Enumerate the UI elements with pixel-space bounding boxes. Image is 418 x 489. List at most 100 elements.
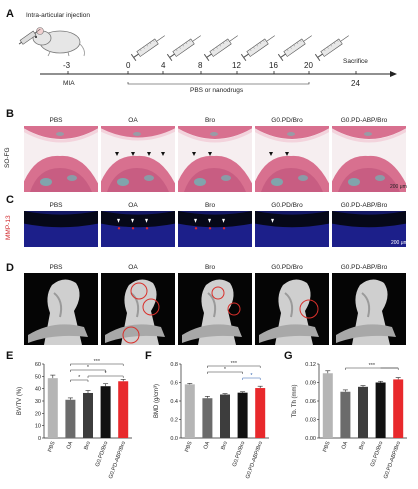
- bar: [65, 399, 76, 438]
- panel-letter-e: E: [6, 350, 14, 362]
- mmp-image: [178, 211, 252, 247]
- col-label: G0.PD-ABP/Bro: [340, 117, 388, 124]
- panel-letter-b: B: [6, 108, 14, 120]
- row-label-mmp: MMP-13: [5, 215, 12, 240]
- syringe-icon: [203, 35, 238, 62]
- y-axis-label: BMD (g/cm³): [154, 384, 160, 418]
- y-tick-label: 0.2: [170, 418, 178, 424]
- y-tick-label: 30: [35, 399, 41, 405]
- scale-bar-sofg: 200 μm: [390, 184, 407, 190]
- bar: [220, 394, 230, 438]
- x-tick-label: G0.PD/Bro: [95, 441, 110, 468]
- bar: [184, 384, 195, 438]
- col-label: G0.PD-ABP/Bro: [340, 202, 388, 209]
- y-tick-label: 40: [35, 387, 41, 393]
- x-tick-label: Bro: [220, 441, 229, 451]
- day-8: 8: [198, 61, 203, 70]
- x-tick-label: G0.PD/Bro: [232, 441, 247, 468]
- y-tick-label: 60: [35, 362, 41, 368]
- ct-image: [101, 273, 175, 345]
- bar: [322, 373, 333, 438]
- panel-letter-a: A: [6, 8, 14, 20]
- sofg-image: [178, 126, 252, 192]
- significance-label: *: [78, 375, 81, 381]
- day-mia: -3: [63, 61, 71, 70]
- y-tick-label: 0.6: [170, 381, 178, 387]
- day-12: 12: [232, 61, 241, 70]
- panel-letter-d: D: [6, 262, 14, 274]
- mmp-image: [255, 211, 329, 247]
- y-tick-label: 0.00: [305, 436, 316, 442]
- x-tick-label: Bro: [83, 441, 92, 451]
- significance-label: *: [250, 373, 253, 379]
- bar: [393, 379, 404, 438]
- y-axis-label: BV/TV (%): [17, 387, 23, 415]
- syringe-icon: [314, 35, 349, 62]
- bar: [358, 386, 368, 438]
- bar: [375, 382, 386, 438]
- mia-label: MIA: [63, 80, 75, 87]
- y-tick-label: 0: [38, 436, 41, 442]
- bar: [340, 391, 351, 438]
- y-tick-label: 0.8: [170, 362, 178, 368]
- col-label: Bro: [204, 202, 216, 209]
- x-tick-label: G0.PD-ABP/Bro: [245, 441, 264, 480]
- ct-image: [24, 273, 98, 345]
- ct-image: [255, 273, 329, 345]
- panel-letter-f: F: [145, 350, 152, 362]
- significance-label: ***: [231, 361, 238, 367]
- x-tick-label: OA: [341, 440, 349, 450]
- bar: [255, 388, 266, 438]
- bar: [202, 398, 213, 438]
- x-tick-label: G0.PD/Bro: [370, 441, 385, 468]
- significance-label: ***: [94, 359, 101, 365]
- y-tick-label: 20: [35, 411, 41, 417]
- ct-image: [332, 273, 406, 345]
- timeline-axis: [40, 71, 397, 85]
- mmp-image: [332, 211, 406, 247]
- x-tick-label: Bro: [358, 441, 367, 451]
- x-tick-label: OA: [203, 440, 211, 450]
- mouse-icon: [32, 27, 85, 57]
- y-tick-label: 0.0: [170, 436, 178, 442]
- syringe-row: [130, 35, 349, 62]
- row-label-sofg: SO-FG: [4, 147, 11, 168]
- x-tick-label: PBS: [322, 440, 332, 453]
- day-20: 20: [304, 61, 313, 70]
- sofg-image: [24, 126, 98, 192]
- panel-letter-c: C: [6, 194, 14, 206]
- y-tick-label: 0.09: [305, 381, 316, 387]
- ct-image: [178, 273, 252, 345]
- syringe-icon: [18, 28, 41, 45]
- col-label: OA: [128, 264, 138, 271]
- syringe-icon: [240, 35, 275, 62]
- sacrifice-label: Sacrifice: [343, 58, 368, 65]
- col-label: G0.PD-ABP/Bro: [340, 264, 388, 271]
- y-axis-label: Tb. Th (mm): [292, 385, 298, 418]
- x-tick-label: PBS: [184, 440, 194, 453]
- x-tick-label: PBS: [47, 440, 57, 453]
- significance-label: *: [87, 365, 90, 371]
- bar: [83, 392, 93, 438]
- y-tick-label: 10: [35, 424, 41, 430]
- col-label: Bro: [204, 264, 216, 271]
- sofg-image: [101, 126, 175, 192]
- significance-label: *: [224, 367, 227, 373]
- syringe-icon: [277, 35, 312, 62]
- col-label: PBS: [49, 202, 63, 209]
- syringe-icon: [166, 35, 201, 62]
- bar: [237, 392, 248, 438]
- sofg-image: [255, 126, 329, 192]
- day-24: 24: [351, 79, 360, 88]
- chart-bvtv: 0 10 20 30 40 50 60 BV/TV (%) PBS OA Bro G0.PD/BroG…: [17, 359, 132, 480]
- x-tick-label: G0.PD-ABP/Bro: [383, 441, 402, 480]
- x-tick-label: OA: [66, 440, 74, 450]
- y-tick-label: 0.06: [305, 399, 316, 405]
- col-label: Bro: [204, 117, 216, 124]
- bar: [100, 386, 111, 438]
- significance-label: *: [105, 371, 108, 377]
- bar: [47, 378, 58, 438]
- y-tick-label: 0.12: [305, 362, 316, 368]
- x-tick-label: G0.PD-ABP/Bro: [108, 441, 127, 480]
